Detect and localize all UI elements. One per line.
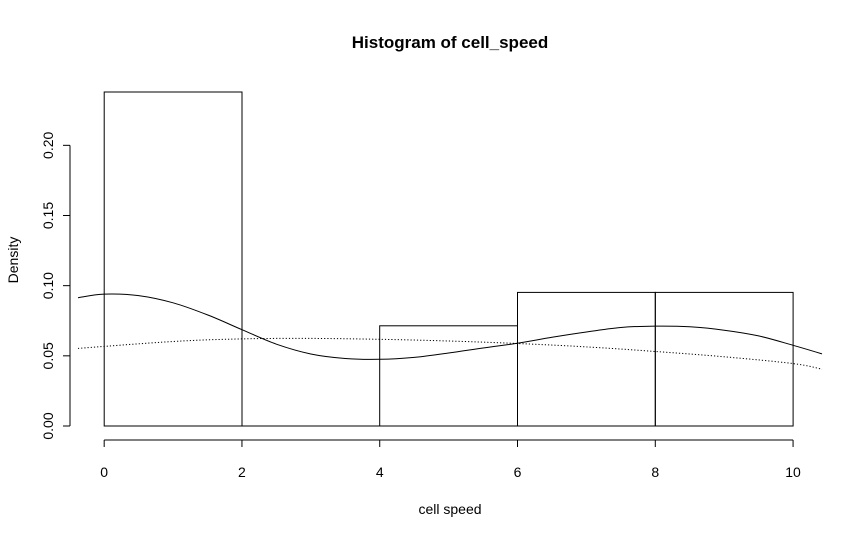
x-tick-label: 6 <box>514 464 522 480</box>
x-tick-label: 8 <box>651 464 659 480</box>
y-tick-label: 0.05 <box>40 342 56 369</box>
y-tick-label: 0.20 <box>40 131 56 158</box>
histogram-bar-4 <box>654 291 794 427</box>
y-axis-label: Density <box>5 237 21 284</box>
dotted-density-curve <box>77 337 823 370</box>
histogram-bar-2 <box>379 325 519 427</box>
chart-title: Histogram of cell_speed <box>352 33 549 52</box>
y-tick-label: 0.00 <box>40 412 56 439</box>
x-tick-label: 10 <box>785 464 801 480</box>
histogram-bar-3 <box>517 291 656 427</box>
histogram-bars <box>103 91 794 427</box>
x-axis: 0 2 4 6 8 10 <box>100 439 801 480</box>
histogram-bar-0 <box>103 91 243 427</box>
y-tick-label: 0.10 <box>40 272 56 299</box>
x-tick-label: 0 <box>100 464 108 480</box>
x-tick-label: 2 <box>238 464 246 480</box>
y-axis: 0.00 0.05 0.10 0.15 0.20 <box>40 131 71 440</box>
density-curves <box>77 293 823 370</box>
solid-density-curve <box>77 293 823 360</box>
x-tick-label: 4 <box>376 464 384 480</box>
y-tick-label: 0.15 <box>40 202 56 229</box>
x-axis-label: cell speed <box>418 501 481 517</box>
